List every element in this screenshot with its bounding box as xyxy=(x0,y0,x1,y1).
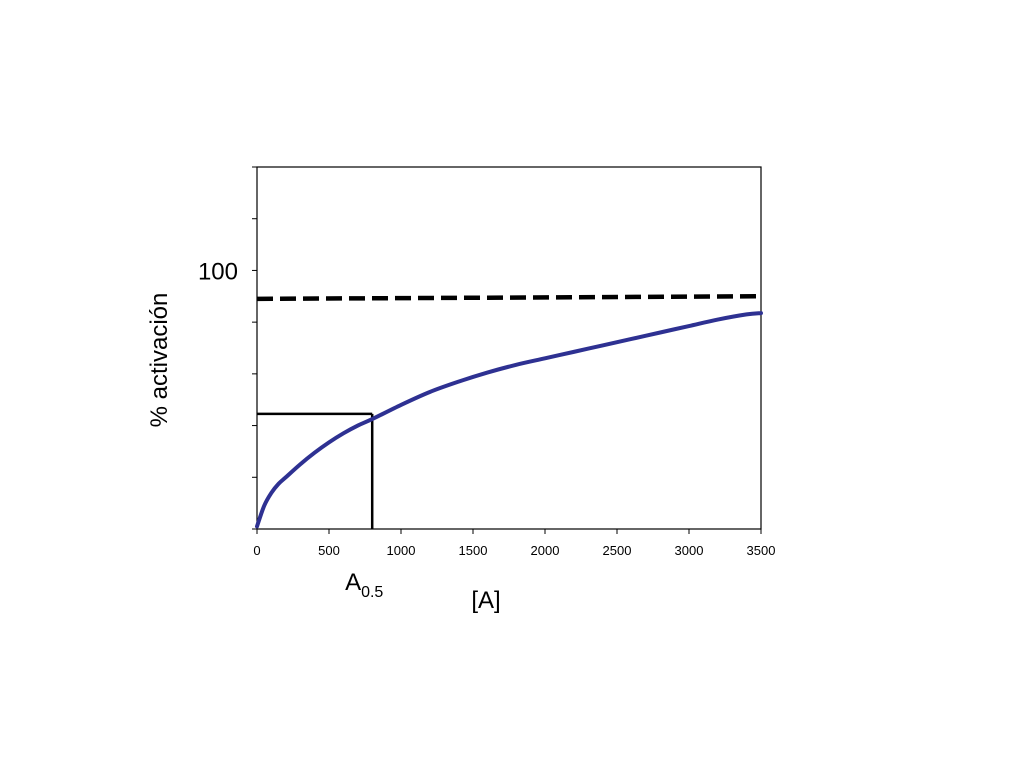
series-group xyxy=(255,311,763,529)
x-tick-label-7: 3500 xyxy=(747,543,776,558)
labels-group: 100 % activación [A] A0.5 xyxy=(146,258,501,614)
x-tick-label-6: 3000 xyxy=(675,543,704,558)
a-half-label-subscript: 0.5 xyxy=(361,584,383,601)
x-tick-label-5: 2500 xyxy=(603,543,632,558)
x-tick-label-3: 1500 xyxy=(459,543,488,558)
axes-group: 0 500 1000 1500 2000 2500 3000 3500 xyxy=(252,166,776,558)
x-tick-label-2: 1000 xyxy=(387,543,416,558)
y-axis-label: % activación xyxy=(146,293,173,428)
series-line-0 xyxy=(255,311,763,529)
y-tick-label-0: 100 xyxy=(198,258,238,285)
reference-line-group xyxy=(256,294,762,302)
plot-frame xyxy=(256,166,762,530)
x-axis-label: [A] xyxy=(471,587,500,614)
x-tick-label-0: 0 xyxy=(253,543,260,558)
a-half-label: A0.5 xyxy=(345,569,383,601)
drop-lines-group xyxy=(257,412,374,529)
x-tick-label-1: 500 xyxy=(318,543,340,558)
x-tick-label-4: 2000 xyxy=(531,543,560,558)
dashed-max-line-0 xyxy=(256,294,762,302)
a-half-label-base: A xyxy=(345,569,361,596)
